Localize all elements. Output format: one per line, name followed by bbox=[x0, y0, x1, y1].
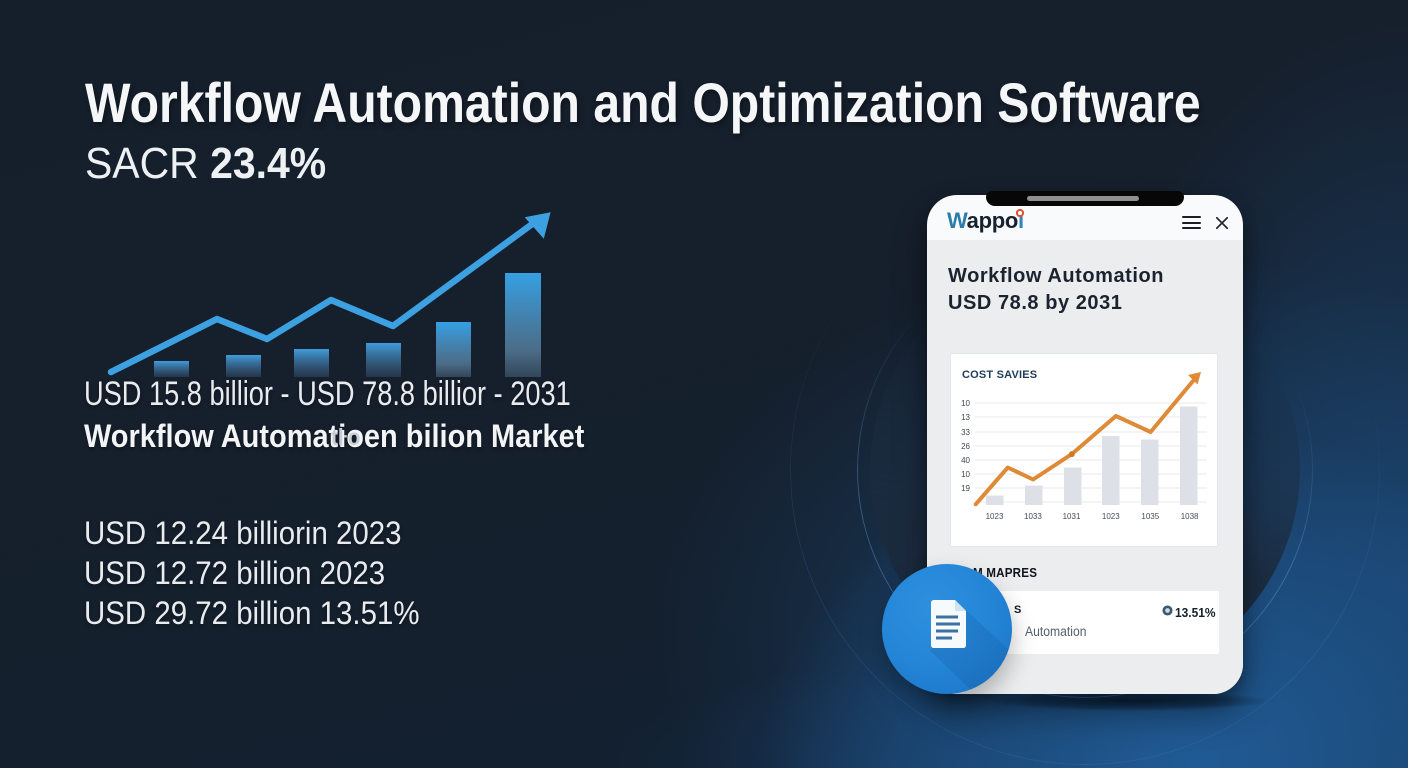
svg-text:19: 19 bbox=[961, 484, 970, 493]
svg-text:1023: 1023 bbox=[1102, 512, 1120, 521]
svg-text:33: 33 bbox=[961, 428, 970, 437]
svg-text:40: 40 bbox=[961, 456, 970, 465]
svg-text:1035: 1035 bbox=[1141, 512, 1159, 521]
svg-text:26: 26 bbox=[961, 442, 970, 451]
svg-text:1023: 1023 bbox=[986, 512, 1004, 521]
svg-text:10: 10 bbox=[961, 399, 970, 408]
svg-text:1033: 1033 bbox=[1024, 512, 1042, 521]
svg-text:13: 13 bbox=[961, 413, 970, 422]
svg-text:1031: 1031 bbox=[1063, 512, 1081, 521]
svg-text:10: 10 bbox=[961, 470, 970, 479]
svg-text:1038: 1038 bbox=[1181, 512, 1199, 521]
